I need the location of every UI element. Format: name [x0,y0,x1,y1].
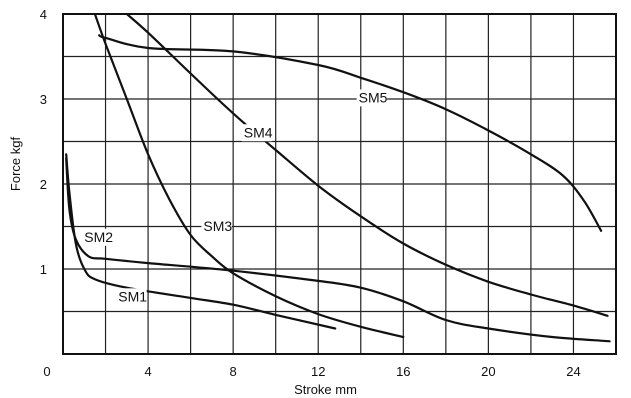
x-tick-label: 24 [566,364,580,379]
label-bg-sm3 [201,217,232,235]
label-bg-sm4 [241,124,273,142]
x-tick-label: 12 [311,364,325,379]
series-curves [65,12,611,343]
x-tick-label: 4 [144,364,151,379]
plot-frame [62,13,617,355]
label-sm4: SM4 [244,124,273,140]
y-axis-label: Force kgf [8,137,23,192]
label-sm5: SM5 [359,89,388,105]
curve-sm3 [93,12,405,339]
x-tick-label: 20 [481,364,495,379]
series-labels: SM1 SM2 SM3 SM4 SM5 [82,89,388,306]
curve-sm4 [125,12,609,317]
grid-lines [63,14,616,354]
y-tick-label: 2 [40,177,47,192]
label-sm1: SM1 [118,288,147,304]
y-tick-label: 4 [40,7,47,22]
label-bg-sm1 [116,288,147,306]
label-bg-sm5 [356,89,388,107]
label-sm3: SM3 [203,218,232,234]
y-tick-label: 3 [40,92,47,107]
x-tick-label: 16 [396,364,410,379]
y-tick-label: 1 [40,262,47,277]
x-tick-label: 0 [43,364,50,379]
label-bg-sm2 [82,228,113,246]
curve-sm1 [65,153,337,330]
x-axis-label: Stroke mm [294,382,357,397]
label-sm2: SM2 [84,229,113,245]
curve-sm2 [65,157,611,343]
curve-sm5 [98,34,603,232]
x-tick-label: 8 [230,364,237,379]
